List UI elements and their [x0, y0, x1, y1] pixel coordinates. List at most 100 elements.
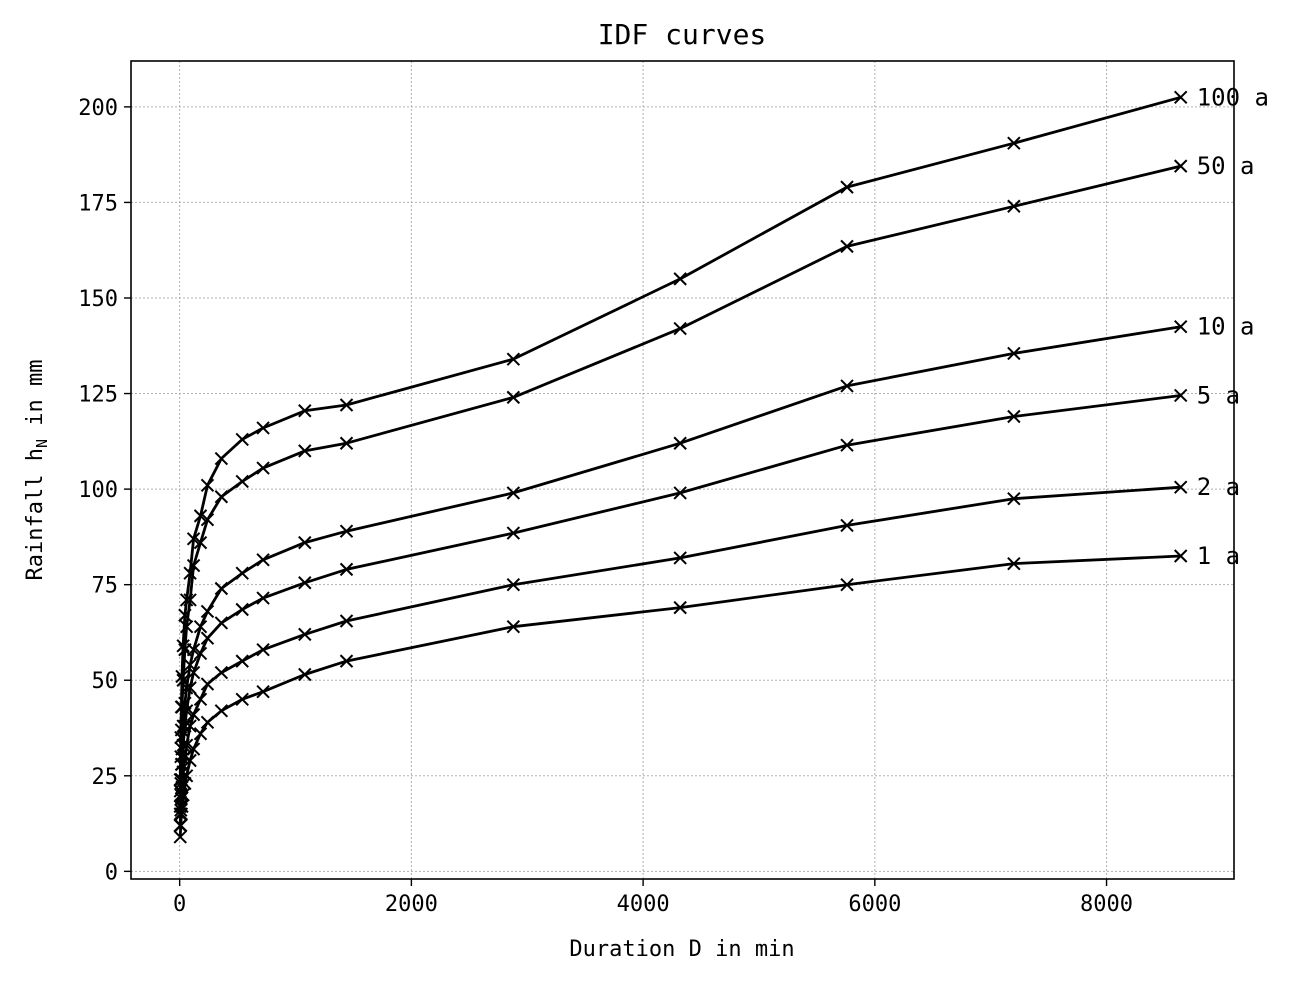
data-point	[214, 704, 229, 718]
x-tick-label: 6000	[848, 892, 901, 917]
data-point	[1007, 491, 1021, 506]
data-point	[176, 639, 190, 653]
data-point	[200, 631, 215, 645]
data-point	[673, 436, 687, 450]
data-point	[673, 551, 687, 565]
data-point	[506, 486, 521, 500]
chart-title: IDF curves	[598, 18, 767, 51]
data-point	[183, 658, 197, 672]
series-100-a: 100 a	[173, 83, 1269, 787]
data-point	[1173, 388, 1188, 403]
data-point	[673, 272, 687, 286]
data-point	[200, 715, 215, 729]
data-point	[506, 352, 521, 366]
data-point	[200, 512, 215, 527]
data-point	[298, 576, 312, 590]
series-50-a: 50 a	[173, 152, 1255, 798]
data-point	[1173, 159, 1188, 173]
data-point	[174, 700, 189, 714]
data-point	[235, 566, 249, 580]
series-label: 100 a	[1197, 83, 1269, 111]
series-5-a: 5 a	[173, 381, 1240, 821]
y-tick-label: 175	[78, 191, 118, 216]
data-point	[173, 818, 187, 833]
x-axis-ticks: 0 2000 4000 6000 8000	[173, 879, 1133, 917]
data-point	[840, 379, 854, 393]
data-point	[840, 518, 854, 533]
data-point	[176, 719, 190, 733]
data-point	[174, 730, 188, 745]
plot-frame	[130, 60, 1235, 880]
data-point	[339, 524, 354, 538]
data-point	[214, 490, 229, 504]
data-point	[193, 620, 208, 634]
y-tick-label: 125	[78, 383, 118, 408]
data-point	[1173, 549, 1188, 563]
data-point	[506, 620, 521, 634]
data-point	[673, 486, 687, 500]
y-axis-label: Rainfall hN in mm	[23, 360, 51, 581]
data-point	[178, 608, 192, 622]
y-tick-label: 25	[92, 765, 119, 790]
data-point	[339, 436, 354, 450]
data-point	[173, 772, 187, 787]
data-point	[173, 784, 187, 798]
data-point	[214, 616, 229, 630]
series-group: 1 a 2 a 5 a 10 a 50 a 100 a	[173, 83, 1269, 844]
data-point	[298, 667, 312, 682]
series-label: 50 a	[1197, 152, 1255, 180]
y-tick-label: 200	[78, 96, 118, 121]
data-point	[506, 390, 521, 405]
series-2-a: 2 a	[173, 473, 1240, 833]
data-point	[193, 509, 208, 523]
data-point	[256, 461, 270, 475]
data-point	[1173, 90, 1188, 105]
data-point	[193, 646, 208, 661]
y-axis-label-main: Rainfall h	[23, 448, 48, 580]
y-tick-label: 150	[78, 287, 118, 312]
data-point	[1173, 319, 1188, 334]
data-point	[186, 532, 201, 546]
data-point	[339, 614, 354, 628]
data-point	[673, 321, 687, 336]
x-axis-label: Duration D in min	[569, 937, 794, 962]
data-point	[339, 654, 354, 668]
data-point	[506, 577, 521, 592]
series-line	[178, 394, 1181, 815]
series-label: 5 a	[1197, 381, 1240, 409]
data-point	[193, 535, 208, 550]
series-1-a: 1 a	[173, 542, 1240, 844]
data-point	[175, 669, 189, 684]
data-point	[1007, 199, 1021, 213]
data-point	[1007, 346, 1021, 361]
data-point	[235, 654, 249, 668]
y-tick-label: 50	[92, 669, 119, 694]
series-label: 10 a	[1197, 313, 1255, 341]
series-line	[178, 325, 1181, 807]
series-10-a: 10 a	[173, 313, 1255, 814]
data-point	[235, 692, 249, 707]
data-point	[186, 707, 201, 722]
series-line	[178, 554, 1181, 838]
x-tick-label: 0	[173, 892, 186, 917]
data-point	[256, 421, 270, 435]
series-line	[178, 95, 1182, 780]
y-axis-ticks: 0 25 50 75 100 125 150 175 200	[78, 96, 131, 885]
data-point	[298, 627, 312, 642]
data-point	[1007, 136, 1021, 150]
data-point	[173, 830, 187, 844]
data-point	[339, 562, 354, 577]
data-point	[193, 692, 208, 707]
y-axis-label-subscript: N	[33, 439, 51, 448]
data-point	[200, 604, 215, 619]
y-axis-label-tail: in mm	[23, 360, 48, 439]
x-tick-label: 8000	[1080, 892, 1133, 917]
data-point	[298, 404, 312, 418]
x-tick-label: 4000	[617, 892, 670, 917]
data-point	[339, 398, 354, 412]
series-label: 1 a	[1197, 542, 1240, 570]
data-point	[840, 577, 854, 592]
grid-lines	[131, 61, 1234, 879]
y-tick-label: 75	[92, 574, 119, 599]
